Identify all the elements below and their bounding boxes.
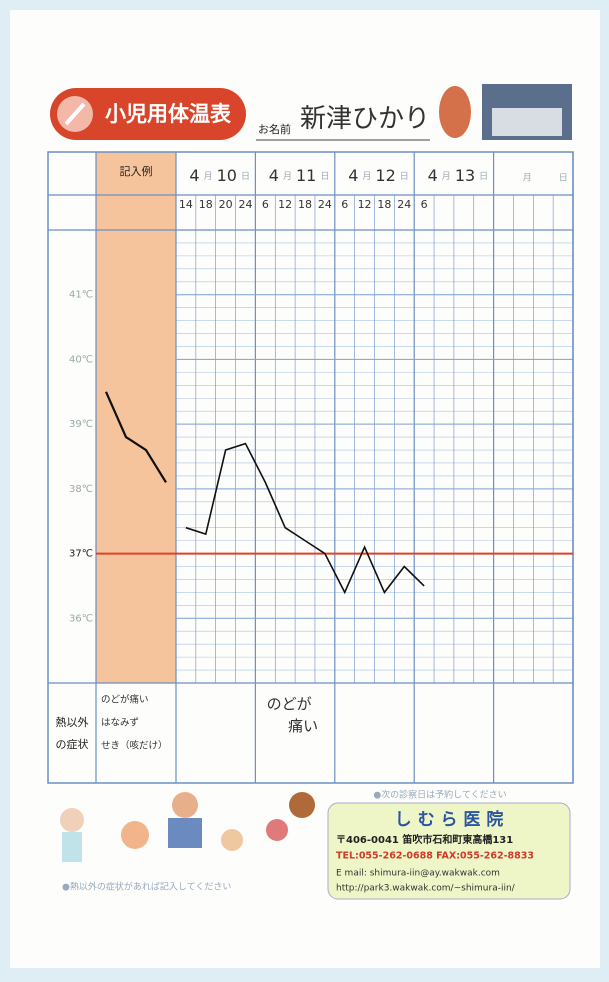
y-tick-label: 40℃ xyxy=(69,354,93,365)
day-header-part: 4 xyxy=(428,166,438,185)
day-header-part: 4 xyxy=(189,166,199,185)
clinic-url: http://park3.wakwak.com/~shimura-iin/ xyxy=(336,884,516,894)
x-tick-label: 6 xyxy=(262,198,269,211)
day-header-part: 日 xyxy=(320,171,329,182)
x-tick-label: 18 xyxy=(298,198,312,211)
day-header-part: 日 xyxy=(400,171,409,182)
clinic-email: E mail: shimura-iin@ay.wakwak.com xyxy=(336,869,500,879)
x-tick-label: 6 xyxy=(341,198,348,211)
day-header-part: 月 xyxy=(204,171,213,182)
illustration-nurse-body xyxy=(62,832,82,862)
illustration-child xyxy=(121,821,149,849)
day-header-part: 日 xyxy=(479,171,488,182)
y-tick-label: 39℃ xyxy=(69,419,93,430)
illustration-doctor xyxy=(221,829,243,851)
temperature-line xyxy=(185,442,425,595)
illustration-nurse xyxy=(60,808,84,832)
symptom-example: のどが痛い xyxy=(101,694,149,706)
symptoms-label: 熱以外の症状 xyxy=(56,716,89,751)
clinic-box xyxy=(327,802,571,900)
illustration-boy xyxy=(172,792,198,818)
y-tick-label: 36℃ xyxy=(69,613,93,624)
day-header-part: 4 xyxy=(348,166,358,185)
table-border xyxy=(47,151,574,784)
illustration-boy-body xyxy=(168,818,202,848)
footer-note: ●次の診察日は予約してください xyxy=(373,789,506,801)
day-header: 4 月 11 日 xyxy=(269,166,330,185)
x-tick-label: 12 xyxy=(278,198,292,211)
day-header: 4 月 13 日 xyxy=(428,166,489,185)
day-header-part: 12 xyxy=(375,166,395,185)
x-tick-label: 20 xyxy=(219,198,233,211)
clinic-building xyxy=(492,108,562,136)
day-header-part: 4 xyxy=(269,166,279,185)
day-header-part: 月 xyxy=(362,171,371,182)
footer-note-bottom: ●熱以外の症状があれば記入してください xyxy=(62,881,231,893)
day-header-part: 11 xyxy=(296,166,316,185)
day-header-part: 10 xyxy=(217,166,237,185)
title: 小児用体温表 xyxy=(105,102,232,126)
example-label: 記入例 xyxy=(120,164,153,178)
x-tick-label: 24 xyxy=(397,198,411,211)
y-tick-label: 37℃ xyxy=(69,549,93,560)
month-unit: 月 xyxy=(523,173,532,184)
day-header-part: 日 xyxy=(241,171,250,182)
title-badge xyxy=(50,88,246,140)
day-header-part: 13 xyxy=(455,166,475,185)
clinic-name: し む ら 医 院 xyxy=(395,809,504,830)
y-tick-label: 41℃ xyxy=(69,290,93,301)
day-header-part: 月 xyxy=(283,171,292,182)
day-header: 4 月 12 日 xyxy=(348,166,409,185)
name-label: お名前 xyxy=(258,122,291,136)
thermometer xyxy=(64,102,86,126)
day-header: 4 月 10 日 xyxy=(189,166,250,185)
x-tick-label: 24 xyxy=(318,198,332,211)
y-tick-label: 38℃ xyxy=(69,484,93,495)
example-column xyxy=(96,152,176,683)
symptom-example: せき（咳だけ） xyxy=(101,740,168,752)
clinic-address: 〒406-0041 笛吹市石和町東高橋131 xyxy=(336,833,513,846)
x-tick-label: 12 xyxy=(358,198,372,211)
x-tick-label: 18 xyxy=(199,198,213,211)
clinic-tel: TEL:055-262-0688 FAX:055-262-8833 xyxy=(336,851,534,862)
example-line xyxy=(104,391,167,483)
x-tick-label: 18 xyxy=(377,198,391,211)
x-tick-label: 14 xyxy=(179,198,193,211)
patient-name: 新津ひかり xyxy=(300,104,430,134)
x-tick-label: 24 xyxy=(238,198,252,211)
mascot-illustration xyxy=(439,86,471,138)
x-tick-label: 6 xyxy=(421,198,428,211)
symptom-entry: のどが痛い xyxy=(267,695,319,735)
illustration-girl xyxy=(266,819,288,841)
day-unit: 日 xyxy=(559,173,568,184)
symptom-example: はなみず xyxy=(101,718,139,729)
day-header-part: 月 xyxy=(442,171,451,182)
illustration-mother xyxy=(289,792,315,818)
